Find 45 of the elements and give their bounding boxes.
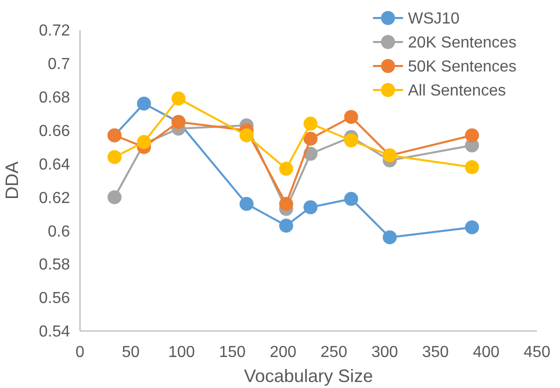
x-tick-label: 100	[168, 344, 195, 361]
point	[465, 220, 480, 234]
point	[465, 128, 480, 142]
point	[279, 162, 294, 176]
y-tick-label: 0.7	[48, 56, 70, 74]
point	[136, 96, 151, 111]
point	[344, 192, 358, 206]
point	[279, 218, 294, 233]
x-tick-label: 50	[122, 344, 140, 361]
y-axis-title: DDA	[2, 161, 22, 200]
legend-label: WSJ10	[408, 10, 460, 28]
y-tick-label: 0.68	[38, 89, 70, 106]
x-tick-label: 400	[472, 344, 500, 361]
y-tick-label: 0.58	[38, 256, 70, 274]
x-tick-label: 150	[218, 344, 246, 361]
point	[465, 160, 480, 174]
legend-label: 20K Sentences	[408, 34, 517, 52]
point	[279, 196, 294, 211]
x-axis-title: Vocabulary Size	[244, 366, 374, 386]
y-tick-label: 0.62	[38, 190, 70, 207]
y-tick-label: 0.56	[38, 290, 70, 308]
point	[344, 110, 358, 124]
point	[304, 132, 318, 146]
y-tick-label: 0.54	[38, 324, 70, 341]
x-tick-label: 200	[270, 344, 297, 361]
point	[382, 230, 397, 244]
x-tick-label: 250	[320, 344, 348, 361]
x-tick-label: 0	[76, 344, 85, 361]
point	[108, 150, 122, 164]
y-tick-label: 0.66	[38, 122, 70, 140]
point	[304, 116, 318, 131]
y-tick-label: 0.64	[38, 156, 70, 174]
point	[344, 133, 358, 148]
point	[240, 196, 254, 211]
x-tick-label: 300	[371, 344, 398, 361]
point	[304, 200, 318, 214]
legend-label: All Sentences	[408, 82, 506, 100]
y-tick-label: 0.6	[48, 223, 70, 240]
x-tick-label: 350	[422, 344, 449, 361]
x-tick-label: 450	[524, 344, 550, 361]
point	[108, 190, 122, 204]
point	[240, 128, 254, 142]
point	[172, 92, 186, 106]
y-tick-label: 0.72	[38, 22, 70, 40]
legend-label: 50K Sentences	[408, 58, 517, 76]
